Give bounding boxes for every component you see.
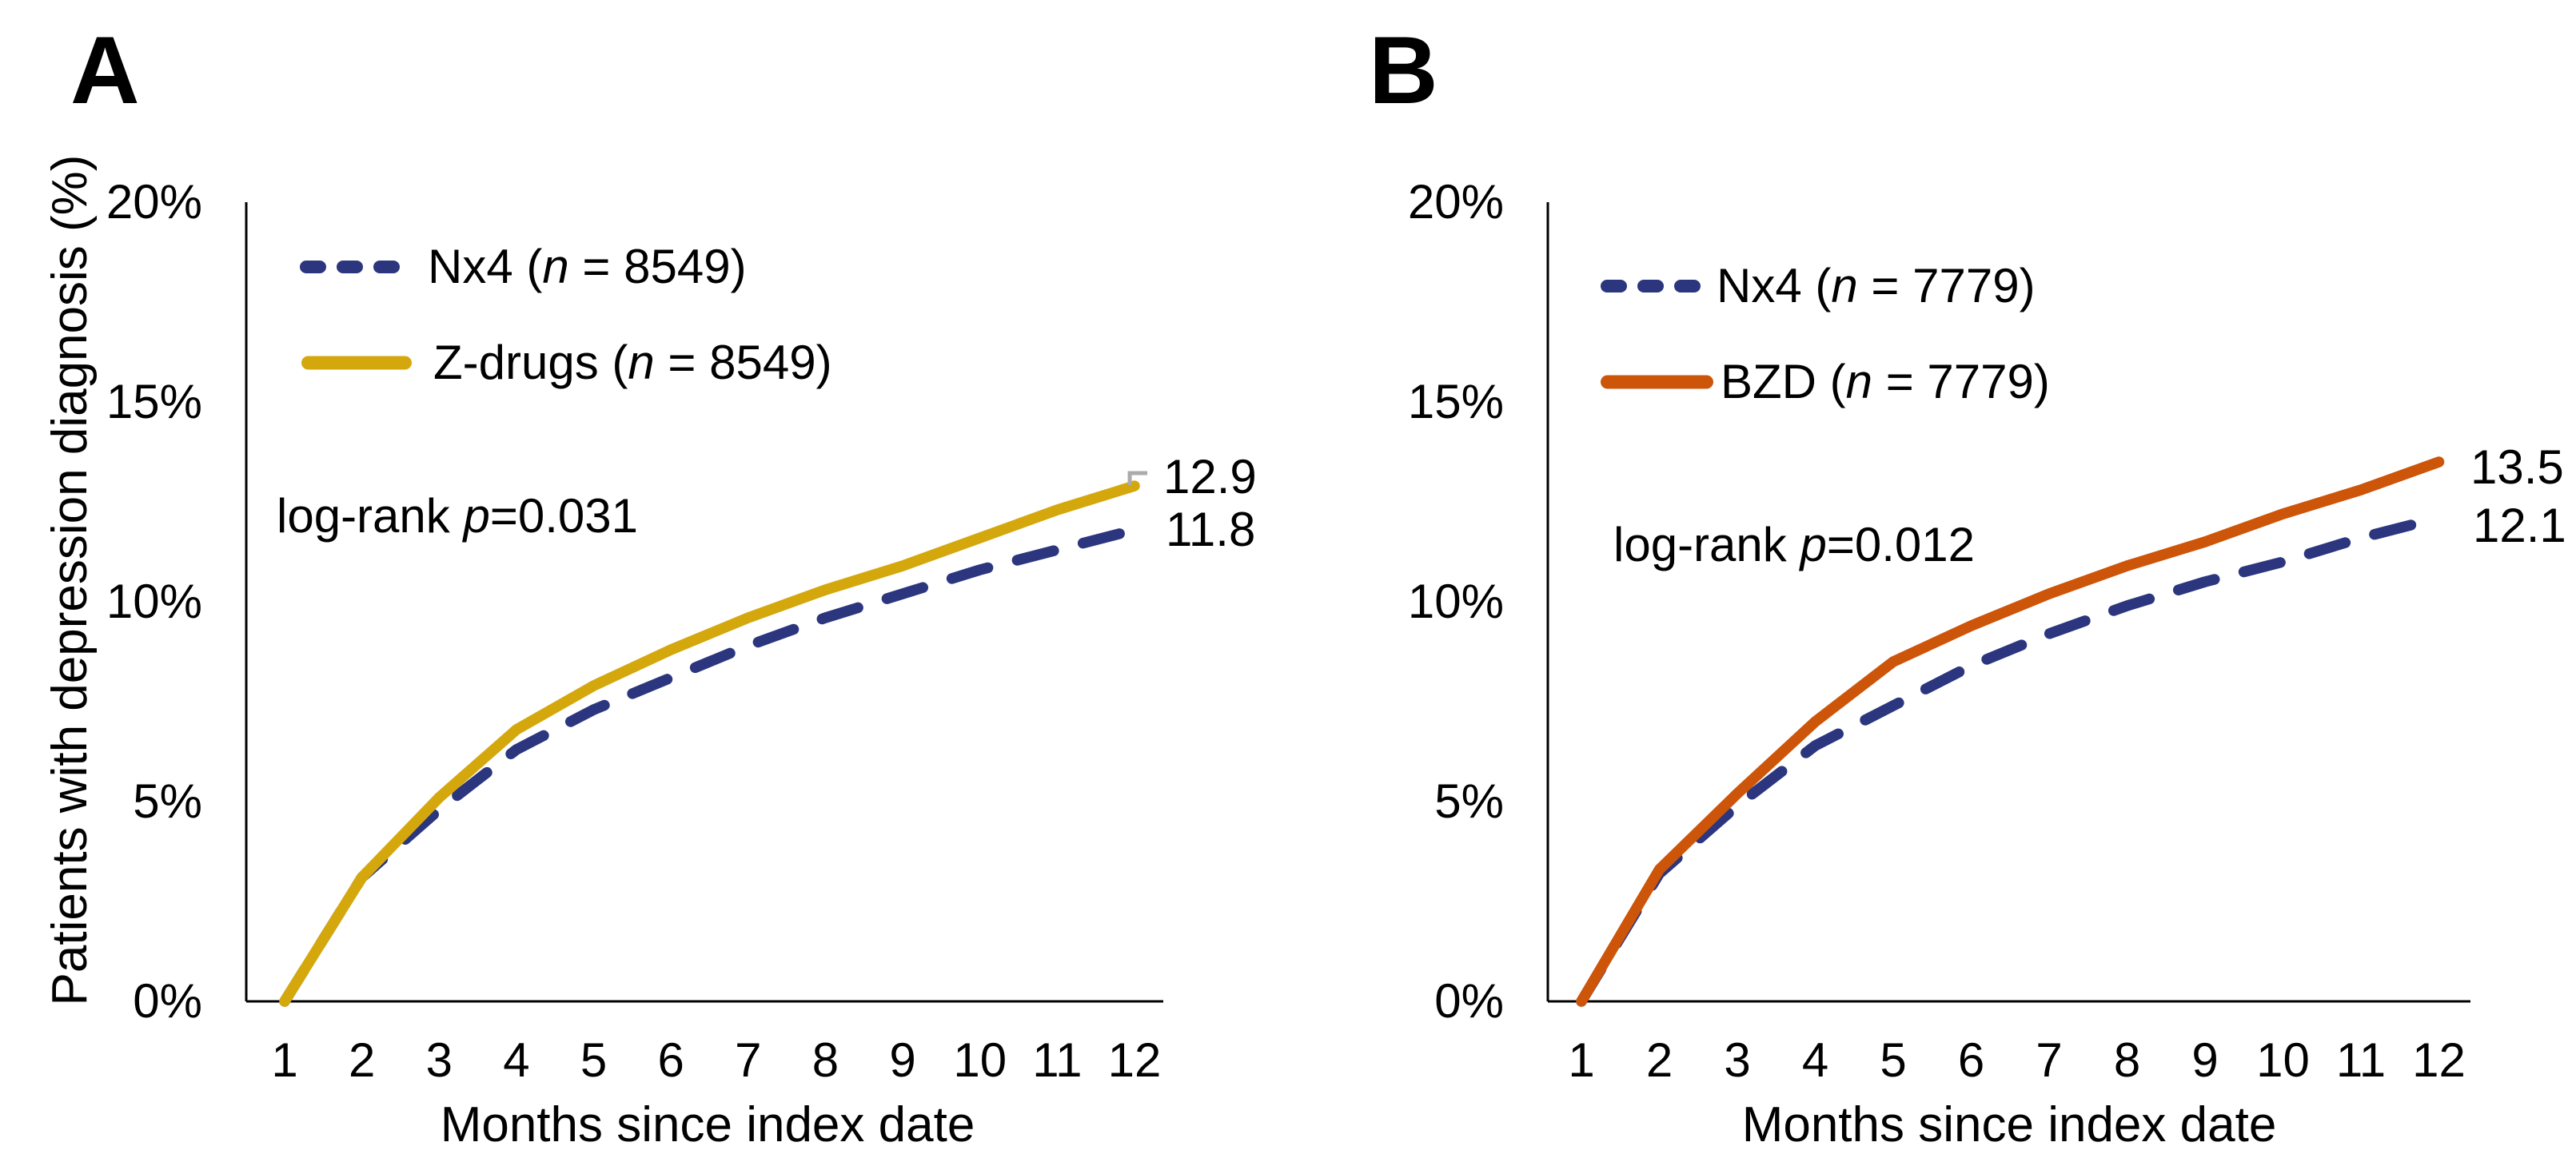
legend-swatch-zdrugs bbox=[301, 356, 412, 370]
end-label-nx4-a: 11.8 bbox=[1166, 503, 1256, 556]
curve-bzd-B bbox=[1576, 456, 2445, 1007]
legend-label-nx4-a: Nx4 (n = 8549) bbox=[428, 240, 747, 293]
x-tick-label-B: 3 bbox=[1724, 1033, 1751, 1087]
legend-label-bzd: BZD (n = 7779) bbox=[1721, 355, 2050, 408]
x-tick-label-A: 12 bbox=[1107, 1033, 1162, 1087]
y-tick-label-A: 10% bbox=[106, 575, 202, 628]
x-tick-label-B: 2 bbox=[1645, 1033, 1673, 1087]
x-tick-label-B: 8 bbox=[2113, 1033, 2141, 1087]
x-tick-label-B: 9 bbox=[2191, 1033, 2219, 1087]
x-tick-label-B: 4 bbox=[1801, 1033, 1829, 1087]
x-tick-label-A: 7 bbox=[735, 1033, 762, 1087]
x-tick-label-B: 1 bbox=[1568, 1033, 1595, 1087]
x-tick-label-B: 10 bbox=[2256, 1033, 2310, 1087]
x-axis-title-b: Months since index date bbox=[1741, 1097, 2277, 1152]
x-tick-label-A: 9 bbox=[889, 1033, 916, 1087]
x-tick-label-A: 3 bbox=[425, 1033, 453, 1087]
end-label-zdrugs: 12.9 bbox=[1163, 450, 1257, 503]
panel-a-letter: A bbox=[70, 17, 140, 124]
y-tick-label-A: 5% bbox=[133, 774, 202, 828]
y-tick-label-B: 15% bbox=[1407, 375, 1504, 428]
x-tick-label-A: 6 bbox=[657, 1033, 684, 1087]
legend-label-zdrugs: Z-drugs (n = 8549) bbox=[433, 336, 832, 389]
end-label-bzd: 13.5 bbox=[2470, 440, 2564, 494]
curve-z-drugs-A bbox=[279, 480, 1140, 1007]
y-tick-label-B: 5% bbox=[1434, 774, 1504, 828]
censor-step-marker-A bbox=[1127, 471, 1148, 485]
legend-swatch-bzd bbox=[1601, 375, 1713, 389]
y-tick-label-A: 15% bbox=[106, 375, 202, 428]
x-tick-label-A: 5 bbox=[580, 1033, 608, 1087]
logrank-annotation-b: log-rank p=0.012 bbox=[1613, 518, 1975, 571]
x-tick-label-B: 6 bbox=[1957, 1033, 1985, 1087]
curve-nx4-A bbox=[279, 524, 1140, 1007]
logrank-annotation-a: log-rank p=0.031 bbox=[277, 489, 638, 543]
x-tick-label-A: 8 bbox=[811, 1033, 839, 1087]
curve-nx4-B bbox=[1576, 512, 2445, 1007]
y-tick-label-B: 10% bbox=[1407, 575, 1504, 628]
x-tick-label-B: 12 bbox=[2412, 1033, 2466, 1087]
legend-swatch-nx4-a bbox=[300, 261, 400, 273]
panel-b-letter: B bbox=[1369, 17, 1438, 124]
x-tick-label-B: 11 bbox=[2335, 1033, 2387, 1087]
y-tick-label-A: 0% bbox=[133, 974, 202, 1028]
x-tick-label-B: 5 bbox=[1880, 1033, 1907, 1087]
x-tick-label-B: 7 bbox=[2036, 1033, 2063, 1087]
x-tick-label-A: 2 bbox=[348, 1033, 376, 1087]
x-tick-label-A: 10 bbox=[953, 1033, 1007, 1087]
y-tick-label-B: 0% bbox=[1434, 974, 1504, 1028]
legend-swatch-nx4-b bbox=[1601, 280, 1701, 292]
y-tick-label-A: 20% bbox=[106, 175, 202, 229]
legend-label-nx4-b: Nx4 (n = 7779) bbox=[1717, 259, 2036, 312]
x-tick-label-A: 11 bbox=[1032, 1033, 1083, 1087]
y-tick-label-B: 20% bbox=[1407, 175, 1504, 229]
x-tick-label-A: 1 bbox=[271, 1033, 298, 1087]
x-tick-label-A: 4 bbox=[503, 1033, 530, 1087]
end-label-nx4-b: 12.1 bbox=[2473, 499, 2566, 552]
x-axis-title-a: Months since index date bbox=[440, 1097, 975, 1152]
